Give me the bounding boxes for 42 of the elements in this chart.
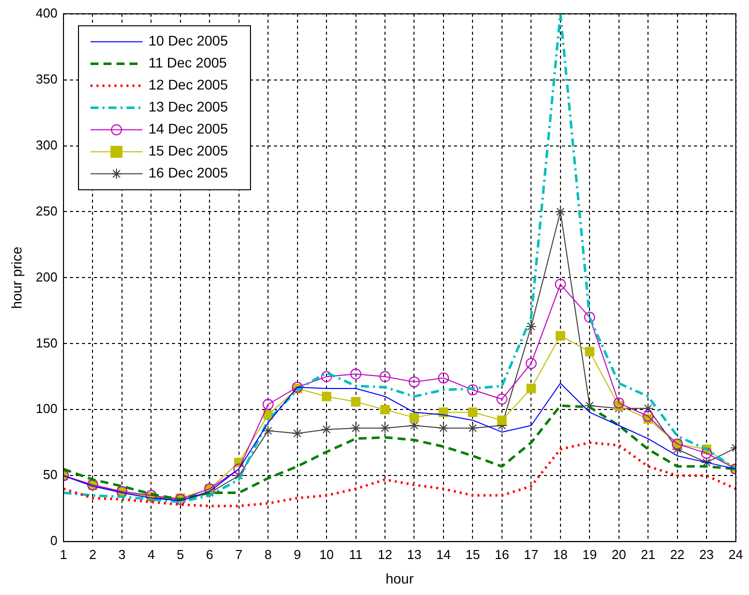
x-tick-label: 12 — [378, 546, 392, 562]
x-tick-label: 8 — [264, 546, 272, 562]
x-tick-label: 15 — [465, 546, 480, 562]
x-tick-label: 20 — [612, 546, 626, 562]
y-tick-label: 0 — [50, 533, 58, 548]
x-tick-label: 19 — [582, 546, 597, 562]
x-tick-label: 1 — [60, 546, 68, 562]
legend-label: 12 Dec 2005 — [148, 76, 228, 93]
x-tick-label: 16 — [494, 546, 510, 562]
legend-label: 16 Dec 2005 — [148, 164, 228, 181]
x-tick-label: 11 — [349, 546, 363, 562]
y-axis-title: hour price — [8, 246, 24, 309]
x-tick-label: 24 — [728, 546, 744, 562]
legend-label: 11 Dec 2005 — [148, 54, 228, 71]
x-tick-label: 6 — [206, 546, 214, 562]
y-tick-label: 200 — [36, 269, 58, 284]
x-tick-label: 23 — [699, 546, 714, 562]
legend-label: 13 Dec 2005 — [148, 98, 228, 115]
x-tick-label: 5 — [176, 546, 184, 562]
x-tick-label: 7 — [235, 546, 242, 562]
x-tick-label: 17 — [524, 546, 538, 562]
x-tick-label: 9 — [294, 546, 301, 562]
legend-label: 10 Dec 2005 — [148, 32, 228, 49]
x-tick-label: 18 — [553, 546, 568, 562]
x-tick-label: 3 — [118, 546, 126, 562]
y-tick-label: 400 — [36, 5, 58, 20]
y-tick-label: 250 — [36, 203, 58, 218]
x-tick-label: 2 — [89, 546, 96, 562]
x-tick-label: 21 — [640, 546, 656, 562]
y-tick-label: 100 — [36, 401, 58, 416]
legend-label: 15 Dec 2005 — [148, 142, 228, 159]
x-tick-label: 14 — [436, 546, 451, 562]
x-tick-label: 4 — [148, 546, 155, 562]
x-tick-label: 13 — [407, 546, 422, 562]
y-tick-label: 50 — [43, 467, 58, 482]
legend-label: 14 Dec 2005 — [148, 120, 228, 137]
x-tick-label: 22 — [670, 546, 685, 562]
x-axis-title: hour — [386, 570, 414, 586]
y-tick-label: 300 — [36, 137, 58, 152]
x-tick-label: 10 — [319, 546, 334, 562]
y-tick-label: 150 — [36, 335, 58, 350]
y-tick-label: 350 — [36, 71, 58, 86]
